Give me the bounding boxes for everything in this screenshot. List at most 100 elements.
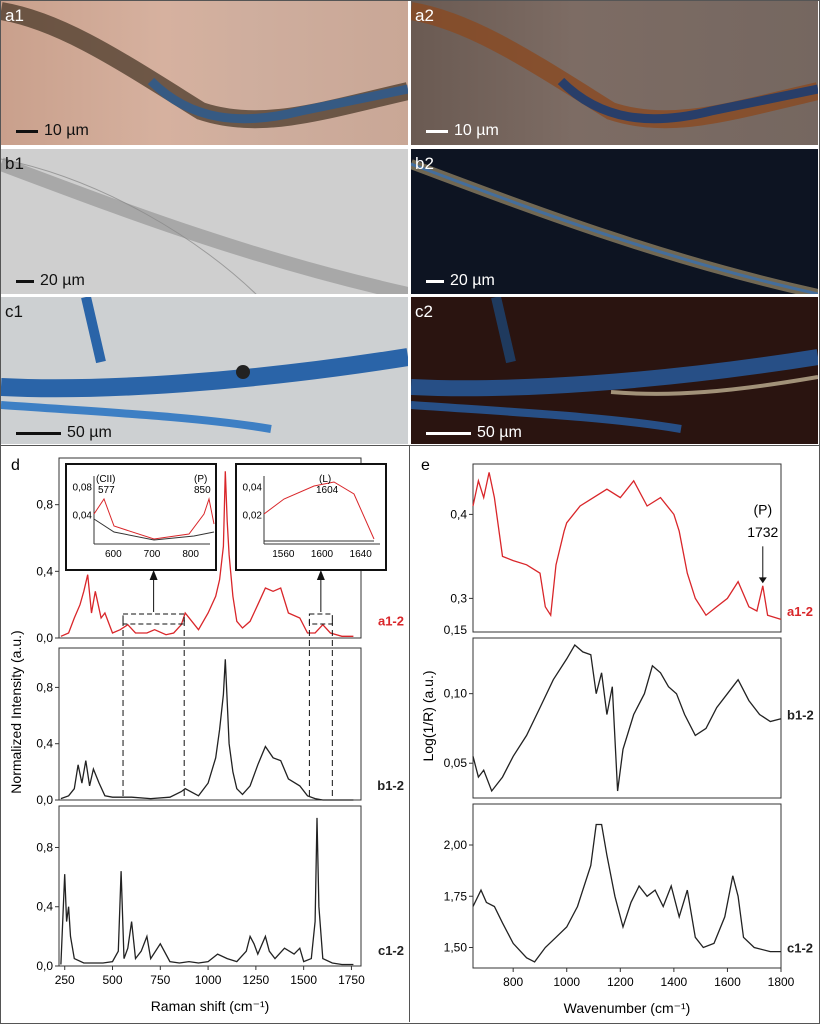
x-tick-label: 250 xyxy=(55,973,75,987)
plot-frame-b1-2 xyxy=(58,647,362,801)
micrograph-a2: a2 10 µm xyxy=(411,1,818,145)
arrow-head-1 xyxy=(149,570,158,580)
scale-bar-c1: 50 µm xyxy=(16,425,112,441)
x-tick-label: 1500 xyxy=(290,973,317,987)
series-label-c1-2: c1-2 xyxy=(787,941,813,956)
series-label-b1-2: b1-2 xyxy=(377,778,404,793)
micrograph-c2: c2 50 µm xyxy=(411,297,818,444)
panel-label-b2: b2 xyxy=(415,154,434,173)
panel-label-a1: a1 xyxy=(5,6,24,25)
inset-annotation: (L) xyxy=(319,474,331,485)
inset-x-tick: 1600 xyxy=(311,549,334,560)
series-label-a1-2: a1-2 xyxy=(378,613,404,628)
y-tick-label: 0,0 xyxy=(36,631,53,645)
inset-x-tick: 1640 xyxy=(350,549,373,560)
inset-x-tick: 700 xyxy=(144,549,161,560)
micrograph-c1: c1 50 µm xyxy=(1,297,408,444)
series-line-c1-2 xyxy=(472,823,781,963)
y-axis-label: Log(1/R) (a.u.) xyxy=(420,670,436,761)
section-divider xyxy=(0,445,820,446)
scale-bar-c2: 50 µm xyxy=(426,425,522,441)
inset-frame-1 xyxy=(65,463,217,571)
inset-frame-2 xyxy=(235,463,387,571)
x-tick-label: 800 xyxy=(503,975,523,989)
series-line-b1-2 xyxy=(60,659,354,801)
y-tick-label: 0,05 xyxy=(444,756,468,770)
y-tick-label: 0,0 xyxy=(36,793,53,807)
y-tick-label: 0,4 xyxy=(36,564,53,578)
reflectance-chart: e 0,3 0,4 0,15 a1-2 (P) 1732 0,05 0,10 b1-2 1,50 1… xyxy=(420,457,814,1016)
series-line-a1-2 xyxy=(60,471,354,637)
x-tick-label: 1000 xyxy=(195,973,222,987)
zoom-box-2 xyxy=(308,613,333,625)
panel-label-c2: c2 xyxy=(415,302,433,321)
x-tick-label: 500 xyxy=(103,973,123,987)
y-tick-label: 0,4 xyxy=(450,507,467,521)
plot-frame-a1-2 xyxy=(472,463,782,633)
y-tick-label: 0,10 xyxy=(444,687,468,701)
scale-bar-a2: 10 µm xyxy=(426,123,499,139)
y-axis-label: Normalized Intensity (a.u.) xyxy=(8,630,24,793)
series-line-a1-2 xyxy=(472,472,782,621)
series-label-c1-2: c1-2 xyxy=(378,943,404,958)
y-tick-label: 2,00 xyxy=(444,838,468,852)
inset-y-tick: 0,04 xyxy=(73,511,93,522)
x-axis-label: Raman shift (cm⁻¹) xyxy=(151,998,270,1014)
y-tick-label: 0,0 xyxy=(36,959,53,973)
x-tick-label: 750 xyxy=(150,973,170,987)
y-tick-label: 0,3 xyxy=(450,591,467,605)
plot-frame-c1-2 xyxy=(58,805,362,967)
x-axis-label: Wavenumber (cm⁻¹) xyxy=(564,1000,691,1016)
micrograph-b2: b2 20 µm xyxy=(411,149,818,294)
inset-y-tick: 0,02 xyxy=(243,511,263,522)
y-tick-label: 0,8 xyxy=(36,840,53,854)
inset-annotation: (CII) xyxy=(96,474,115,485)
annotation-arrow-head xyxy=(758,577,767,584)
annotation-label: 1732 xyxy=(747,524,778,540)
y-tick-label: 0,4 xyxy=(36,900,53,914)
y-tick-label: 1,75 xyxy=(444,889,468,903)
inset-y-tick: 0,08 xyxy=(73,482,93,493)
x-tick-label: 1400 xyxy=(661,975,688,989)
panel-letter-d: d xyxy=(11,457,20,474)
x-tick-label: 1200 xyxy=(607,975,634,989)
x-tick-label: 1250 xyxy=(243,973,270,987)
y-tick-label: 0,4 xyxy=(36,737,53,751)
scale-bar-b1: 20 µm xyxy=(16,273,85,289)
x-tick-label: 1800 xyxy=(768,975,795,989)
x-tick-label: 1750 xyxy=(338,973,365,987)
annotation-label: (P) xyxy=(753,501,772,517)
inset-annotation: 850 xyxy=(194,485,211,496)
raman-chart: d 0,0 0,4 0,8 a1-2 0,0 0,4 0,8 b1-2 0,0 0,4 0,8 c1-… xyxy=(8,457,404,1014)
panel-letter-e: e xyxy=(421,457,430,474)
y-tick-label: 1,50 xyxy=(444,941,468,955)
y-tick-label: 0,8 xyxy=(36,680,53,694)
scale-bar-b2: 20 µm xyxy=(426,273,495,289)
inset-black-line xyxy=(93,518,215,541)
inset-red-line xyxy=(93,497,215,540)
panel-label-a2: a2 xyxy=(415,6,434,25)
panel-label-c1: c1 xyxy=(5,302,23,321)
y-tick-label: 0,8 xyxy=(36,498,53,512)
scale-bar-a1: 10 µm xyxy=(16,123,89,139)
inset-annotation: 1604 xyxy=(316,485,339,496)
x-tick-label: 1600 xyxy=(714,975,741,989)
arrow-head-2 xyxy=(316,570,325,580)
micrograph-a1: a1 10 µm xyxy=(1,1,408,145)
inset-y-tick: 0,04 xyxy=(243,482,263,493)
zoom-box-1 xyxy=(122,613,185,625)
y-tick-label: 0,15 xyxy=(444,623,468,637)
inset-x-tick: 1560 xyxy=(272,549,295,560)
inset-annotation: (P) xyxy=(194,474,207,485)
plot-frame-b1-2 xyxy=(472,637,782,799)
column-divider xyxy=(409,445,410,1022)
series-line-c1-2 xyxy=(60,817,354,966)
series-label-b1-2: b1-2 xyxy=(787,708,814,723)
panel-label-b1: b1 xyxy=(5,154,24,173)
series-line-b1-2 xyxy=(472,643,782,793)
plot-frame-c1-2 xyxy=(472,803,782,969)
inset-x-tick: 800 xyxy=(182,549,199,560)
inset-red-line xyxy=(263,481,375,540)
series-label-a1-2: a1-2 xyxy=(787,604,813,619)
micrograph-b1: b1 20 µm xyxy=(1,149,408,294)
